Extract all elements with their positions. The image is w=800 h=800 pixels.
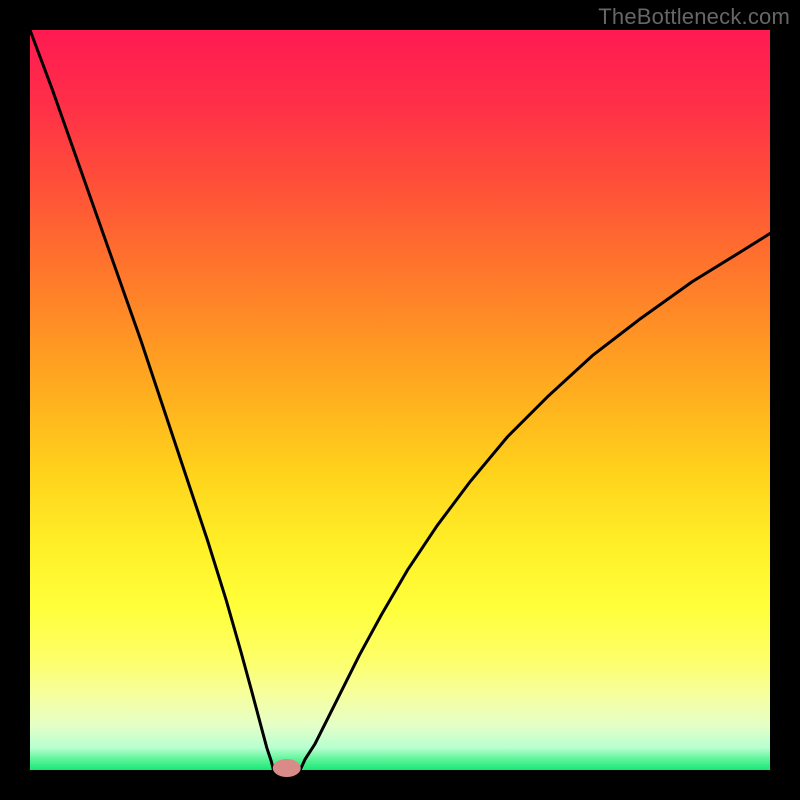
minimum-marker: [273, 759, 301, 777]
bottleneck-curve-chart: [0, 0, 800, 800]
watermark-label: TheBottleneck.com: [598, 4, 790, 30]
chart-container: TheBottleneck.com: [0, 0, 800, 800]
plot-background: [30, 30, 770, 770]
